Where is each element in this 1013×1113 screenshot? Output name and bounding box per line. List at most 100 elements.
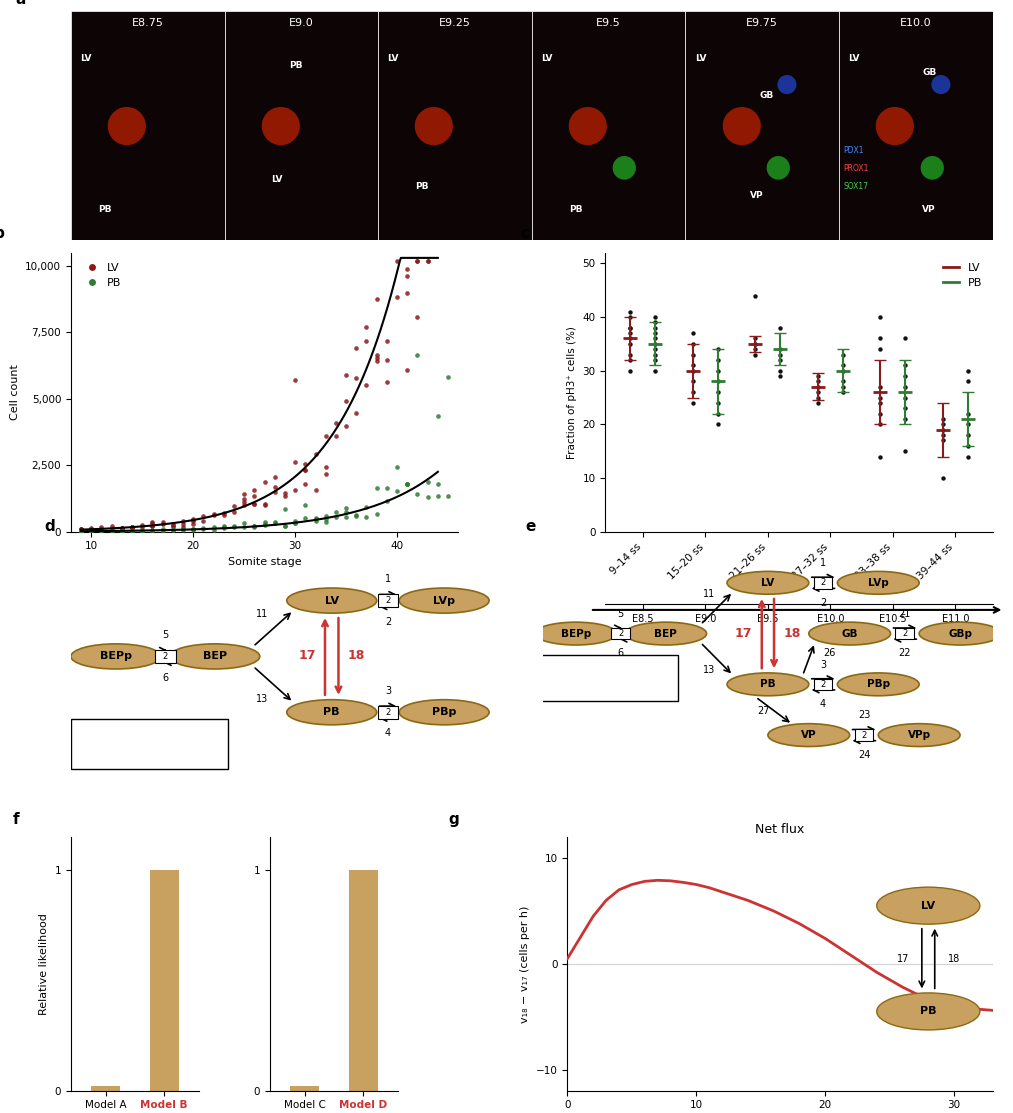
- Point: [165, 515, 181, 533]
- Point: [246, 495, 262, 513]
- Point: [113, 520, 130, 538]
- Point: [710, 394, 726, 412]
- Text: 4: 4: [385, 728, 391, 738]
- Text: +: +: [133, 746, 144, 758]
- Point: [73, 522, 89, 540]
- Text: 2: 2: [903, 629, 908, 638]
- Point: [155, 514, 171, 532]
- Text: 18: 18: [947, 954, 960, 964]
- Bar: [839, 11, 993, 239]
- Point: [399, 475, 415, 493]
- Text: ●: ●: [918, 152, 944, 181]
- Text: PBp: PBp: [432, 707, 456, 717]
- Point: [898, 410, 914, 427]
- Point: [266, 483, 283, 501]
- Point: [835, 346, 851, 364]
- Point: [185, 522, 202, 540]
- Point: [134, 522, 150, 540]
- Text: LV: LV: [921, 900, 935, 910]
- Text: −: −: [162, 730, 173, 743]
- Text: BEP: BEP: [654, 629, 677, 639]
- Text: ●: ●: [765, 152, 791, 181]
- Point: [898, 367, 914, 385]
- Point: [216, 519, 232, 536]
- Point: [256, 515, 272, 533]
- Point: [647, 318, 664, 336]
- Point: [379, 479, 395, 496]
- Point: [144, 518, 160, 535]
- Text: 17: 17: [897, 954, 909, 964]
- Text: 22: 22: [899, 648, 911, 658]
- Point: [369, 349, 385, 367]
- Point: [898, 378, 914, 396]
- Text: LV: LV: [80, 55, 91, 63]
- Point: [369, 505, 385, 523]
- Point: [246, 518, 262, 535]
- Point: [348, 368, 365, 386]
- Text: 17: 17: [589, 657, 604, 667]
- Point: [379, 352, 395, 370]
- Point: [399, 361, 415, 378]
- Point: [647, 351, 664, 368]
- Point: [73, 521, 89, 539]
- Text: ●: ●: [719, 101, 763, 149]
- Point: [622, 346, 638, 364]
- Point: [307, 511, 323, 529]
- Point: [809, 394, 826, 412]
- Point: [772, 341, 788, 358]
- Point: [440, 368, 456, 386]
- Y-axis label: Relative likelihood: Relative likelihood: [40, 913, 49, 1015]
- Point: [872, 378, 888, 396]
- Point: [622, 318, 638, 336]
- Point: [246, 494, 262, 512]
- Text: 23: 23: [858, 710, 870, 720]
- Point: [647, 329, 664, 347]
- Point: [369, 346, 385, 364]
- Point: [959, 373, 976, 391]
- Point: [622, 362, 638, 380]
- Bar: [532, 11, 686, 239]
- Point: [246, 519, 262, 536]
- Point: [165, 518, 181, 535]
- Point: [419, 252, 436, 269]
- Point: [835, 356, 851, 374]
- Point: [348, 506, 365, 524]
- Text: ●: ●: [258, 101, 302, 149]
- Point: [748, 287, 764, 305]
- Point: [685, 394, 701, 412]
- Point: [399, 475, 415, 493]
- Point: [898, 329, 914, 347]
- Text: ●: ●: [872, 101, 916, 149]
- Point: [419, 473, 436, 491]
- Text: BEPp: BEPp: [100, 651, 132, 661]
- Point: [196, 520, 212, 538]
- Point: [297, 474, 313, 492]
- Point: [359, 318, 375, 336]
- Text: PB: PB: [323, 707, 340, 717]
- Point: [216, 504, 232, 522]
- Point: [287, 512, 303, 530]
- Text: +: +: [162, 746, 173, 758]
- Point: [185, 512, 202, 530]
- Point: [872, 415, 888, 433]
- Text: E9.5: E9.5: [597, 18, 621, 28]
- Point: [226, 496, 242, 514]
- Text: VP: VP: [922, 205, 936, 214]
- Text: 5: 5: [618, 609, 624, 619]
- Point: [935, 421, 951, 439]
- Text: 18: 18: [615, 657, 630, 667]
- Point: [277, 516, 293, 534]
- Ellipse shape: [727, 571, 808, 594]
- FancyBboxPatch shape: [895, 628, 915, 639]
- Point: [93, 522, 109, 540]
- Point: [898, 442, 914, 460]
- Point: [338, 500, 355, 518]
- Point: [935, 432, 951, 450]
- FancyBboxPatch shape: [855, 729, 873, 741]
- Point: [359, 376, 375, 394]
- Point: [959, 447, 976, 465]
- Point: [835, 362, 851, 380]
- Point: [389, 457, 405, 475]
- Point: [134, 519, 150, 536]
- Point: [185, 510, 202, 528]
